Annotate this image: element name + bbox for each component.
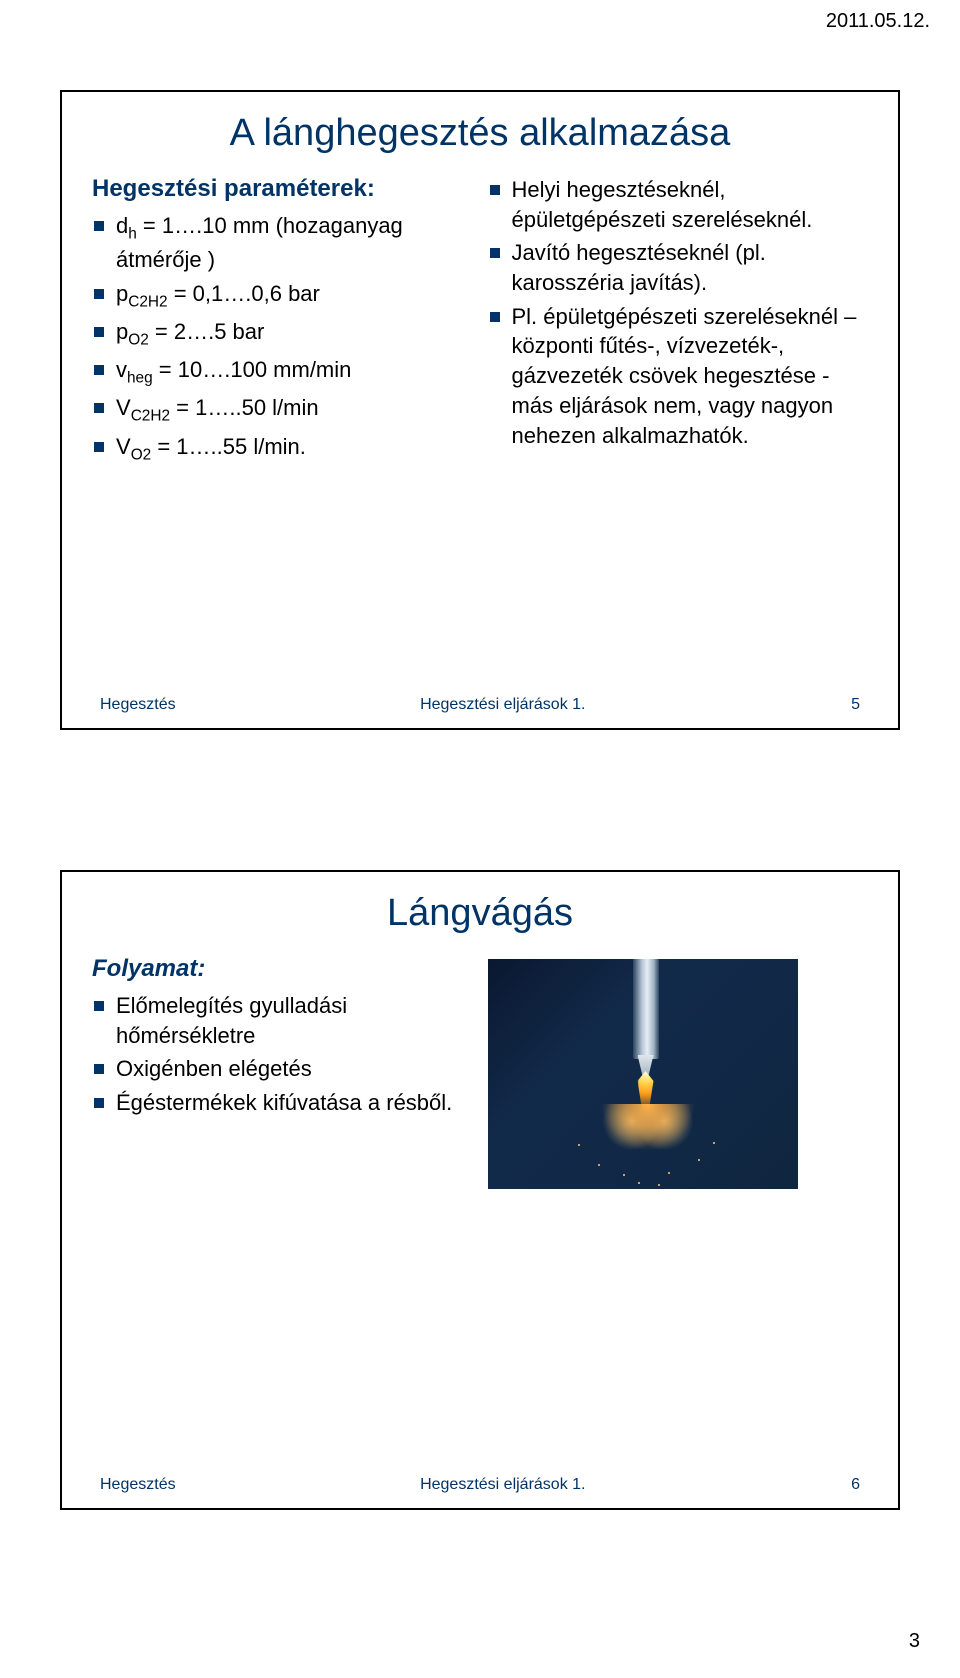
slide1-left-col: Hegesztési paraméterek: dh = 1….10 mm (h… <box>92 175 473 696</box>
page-date: 2011.05.12. <box>826 10 930 33</box>
slide-2: Lángvágás Folyamat: Előmelegítés gyullad… <box>60 870 900 1510</box>
torch-nozzle-icon <box>633 959 659 1059</box>
slide1-right-col: Helyi hegesztéseknél, épületgépészeti sz… <box>488 175 869 696</box>
slide2-title: Lángvágás <box>92 892 868 935</box>
flame-cutting-image <box>488 959 798 1189</box>
list-item: dh = 1….10 mm (hozaganyag átmérője ) <box>92 211 473 275</box>
slide1-left-list: dh = 1….10 mm (hozaganyag átmérője ) pC2… <box>92 211 473 466</box>
slide2-right-col <box>488 955 869 1476</box>
list-item: pC2H2 = 0,1….0,6 bar <box>92 279 473 313</box>
slide2-left-list: Előmelegítés gyulladási hőmérsékletre Ox… <box>92 991 473 1118</box>
list-item: Oxigénben elégetés <box>92 1054 473 1084</box>
list-item: Helyi hegesztéseknél, épületgépészeti sz… <box>488 175 869 234</box>
footer-num: 6 <box>830 1476 860 1494</box>
footer-left: Hegesztés <box>100 1476 176 1494</box>
slide2-left-heading: Folyamat: <box>92 955 473 983</box>
slide-1: A lánghegesztés alkalmazása Hegesztési p… <box>60 90 900 730</box>
footer-center: Hegesztési eljárások 1. <box>420 696 585 714</box>
slide1-left-heading: Hegesztési paraméterek: <box>92 175 473 203</box>
list-item: Égéstermékek kifúvatása a résből. <box>92 1088 473 1118</box>
list-item: pO2 = 2….5 bar <box>92 317 473 351</box>
footer-num: 5 <box>830 696 860 714</box>
list-item: Előmelegítés gyulladási hőmérsékletre <box>92 991 473 1050</box>
slide1-footer: Hegesztés Hegesztési eljárások 1. 5 <box>92 696 868 718</box>
slide2-left-col: Folyamat: Előmelegítés gyulladási hőmérs… <box>92 955 473 1476</box>
list-item: vheg = 10….100 mm/min <box>92 355 473 389</box>
list-item: Pl. épületgépészeti szereléseknél – közp… <box>488 302 869 450</box>
list-item: VC2H2 = 1…..50 l/min <box>92 393 473 427</box>
list-item: Javító hegesztéseknél (pl. karosszéria j… <box>488 238 869 297</box>
slide1-title: A lánghegesztés alkalmazása <box>92 112 868 155</box>
sparks-icon <box>568 1104 728 1189</box>
page-number: 3 <box>909 1630 920 1653</box>
slide2-footer: Hegesztés Hegesztési eljárások 1. 6 <box>92 1476 868 1498</box>
slide1-right-list: Helyi hegesztéseknél, épületgépészeti sz… <box>488 175 869 450</box>
list-item: VO2 = 1…..55 l/min. <box>92 432 473 466</box>
footer-left: Hegesztés <box>100 696 176 714</box>
footer-center: Hegesztési eljárások 1. <box>420 1476 585 1494</box>
